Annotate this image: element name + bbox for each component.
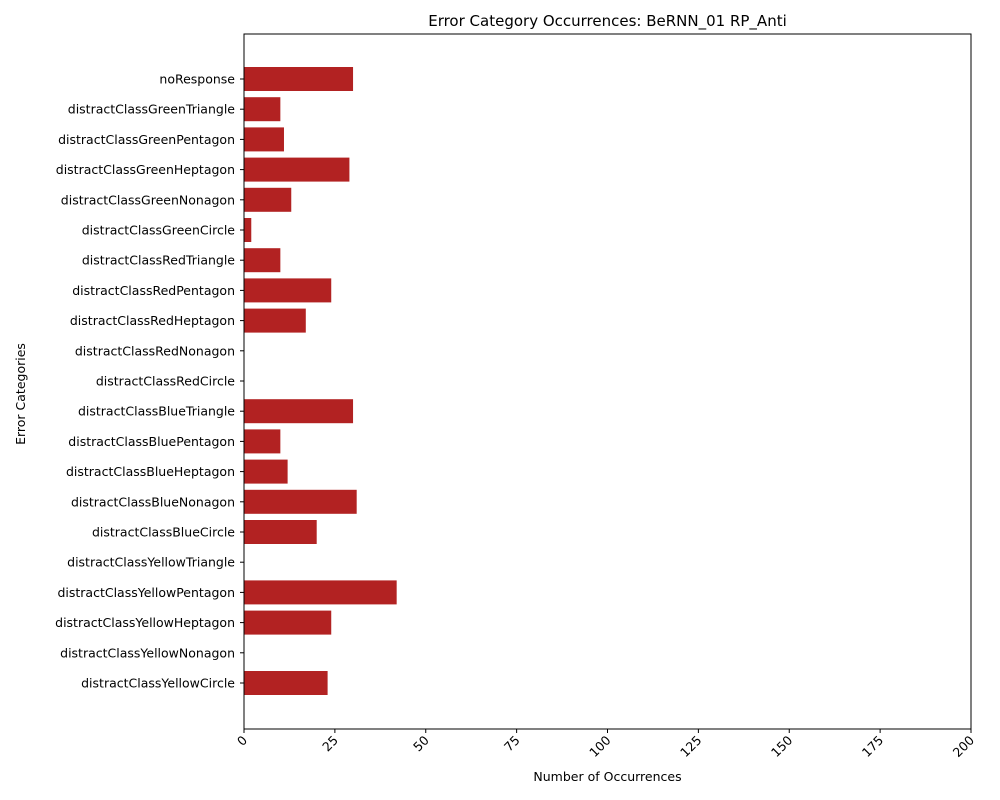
bar-distractClassRedTriangle	[244, 248, 281, 273]
y-tick-label: distractClassYellowTriangle	[67, 555, 235, 570]
y-tick-label: distractClassBlueNonagon	[71, 494, 235, 509]
bar-distractClassRedPentagon	[244, 278, 332, 303]
bar-distractClassBlueCircle	[244, 520, 317, 544]
bar-distractClassYellowCircle	[244, 671, 328, 695]
bar-distractClassGreenHeptagon	[244, 157, 350, 182]
bar-distractClassBlueNonagon	[244, 489, 357, 514]
y-tick-label: distractClassRedNonagon	[75, 343, 235, 358]
bar-distractClassRedHeptagon	[244, 308, 306, 333]
y-tick-label: distractClassRedTriangle	[82, 253, 235, 268]
y-tick-label: distractClassRedCircle	[96, 374, 235, 389]
y-tick-label: distractClassYellowNonagon	[60, 645, 235, 660]
bar-distractClassGreenCircle	[244, 218, 252, 242]
y-tick-label: distractClassGreenCircle	[82, 223, 236, 238]
bar-distractClassYellowHeptagon	[244, 610, 332, 635]
bar-distractClassBlueHeptagon	[244, 459, 288, 484]
y-tick-label: distractClassGreenHeptagon	[56, 162, 235, 177]
bar-distractClassGreenTriangle	[244, 97, 281, 122]
chart-title: Error Category Occurrences: BeRNN_01 RP_…	[428, 12, 787, 31]
y-tick-label: distractClassGreenNonagon	[61, 192, 235, 207]
plot-frame	[243, 33, 972, 730]
y-tick-label: distractClassGreenPentagon	[58, 132, 235, 147]
y-tick-label: distractClassBlueHeptagon	[66, 464, 235, 479]
y-tick-label: distractClassYellowCircle	[81, 676, 235, 691]
y-tick-label: distractClassRedPentagon	[72, 283, 235, 298]
bar-distractClassGreenNonagon	[244, 187, 292, 212]
bar-noResponse	[244, 67, 354, 91]
y-tick-label: distractClassGreenTriangle	[68, 102, 236, 117]
bars-group	[244, 67, 397, 695]
x-axis-label: Number of Occurrences	[533, 769, 681, 784]
bar-distractClassBluePentagon	[244, 429, 281, 454]
y-axis-ticks: noResponse distractClassGreenTriangle dist…	[55, 72, 244, 691]
y-tick-label: distractClassBlueCircle	[92, 525, 235, 540]
y-tick-label: distractClassYellowHeptagon	[55, 615, 235, 630]
y-tick-label: distractClassYellowPentagon	[57, 585, 235, 600]
y-tick-label: distractClassBlueTriangle	[78, 404, 235, 419]
bar-distractClassBlueTriangle	[244, 399, 354, 424]
y-tick-label: noResponse	[159, 72, 235, 87]
y-tick-label: distractClassRedHeptagon	[70, 313, 235, 328]
y-axis-label: Error Categories	[13, 343, 28, 445]
bar-distractClassGreenPentagon	[244, 127, 284, 152]
y-tick-label: distractClassBluePentagon	[68, 434, 235, 449]
bar-distractClassYellowPentagon	[244, 580, 397, 605]
